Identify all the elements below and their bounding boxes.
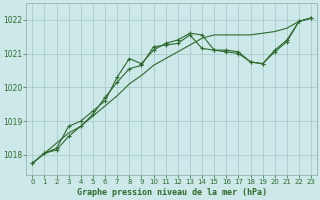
X-axis label: Graphe pression niveau de la mer (hPa): Graphe pression niveau de la mer (hPa) [77,188,267,197]
